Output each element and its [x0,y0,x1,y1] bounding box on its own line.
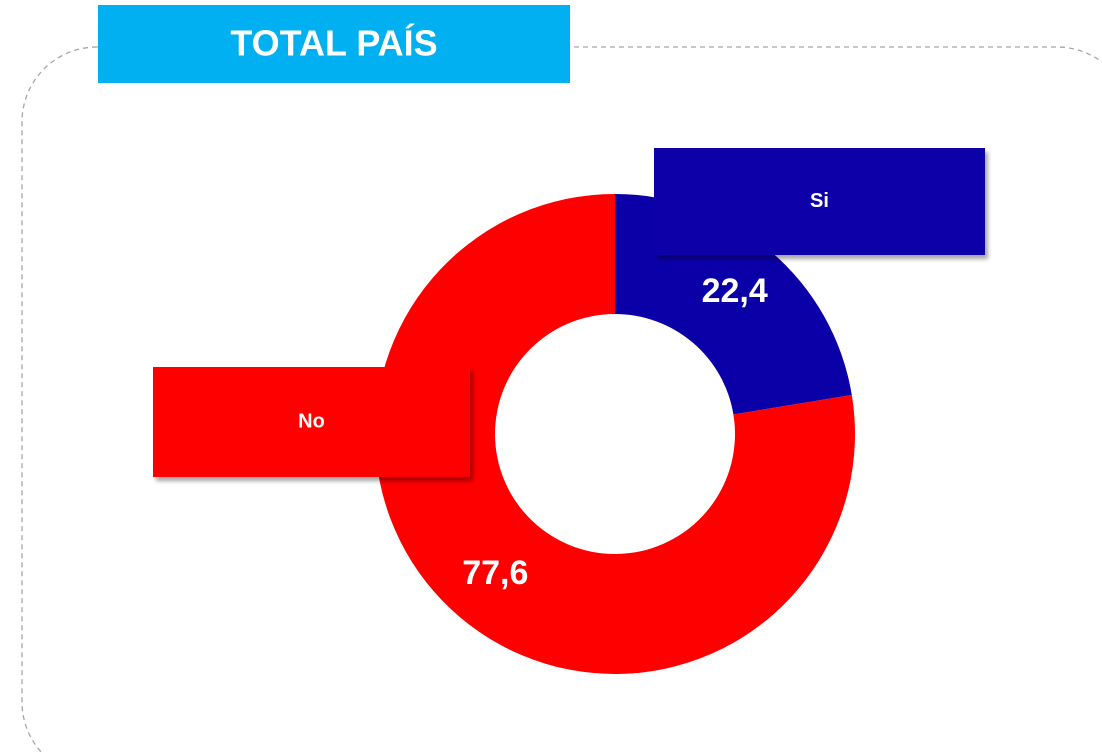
chart-title: TOTAL PAÍS [230,23,437,64]
category-box [153,367,470,477]
category-box [654,148,985,255]
title-box [98,5,570,83]
slice [375,194,855,674]
frame [21,46,1102,752]
category-label: No [298,410,325,432]
value-label: 22,4 [702,272,768,310]
category-label: Si [810,190,829,212]
labels: 22,4 Si 77,6 No [153,148,985,592]
value-label: 77,6 [462,554,528,592]
